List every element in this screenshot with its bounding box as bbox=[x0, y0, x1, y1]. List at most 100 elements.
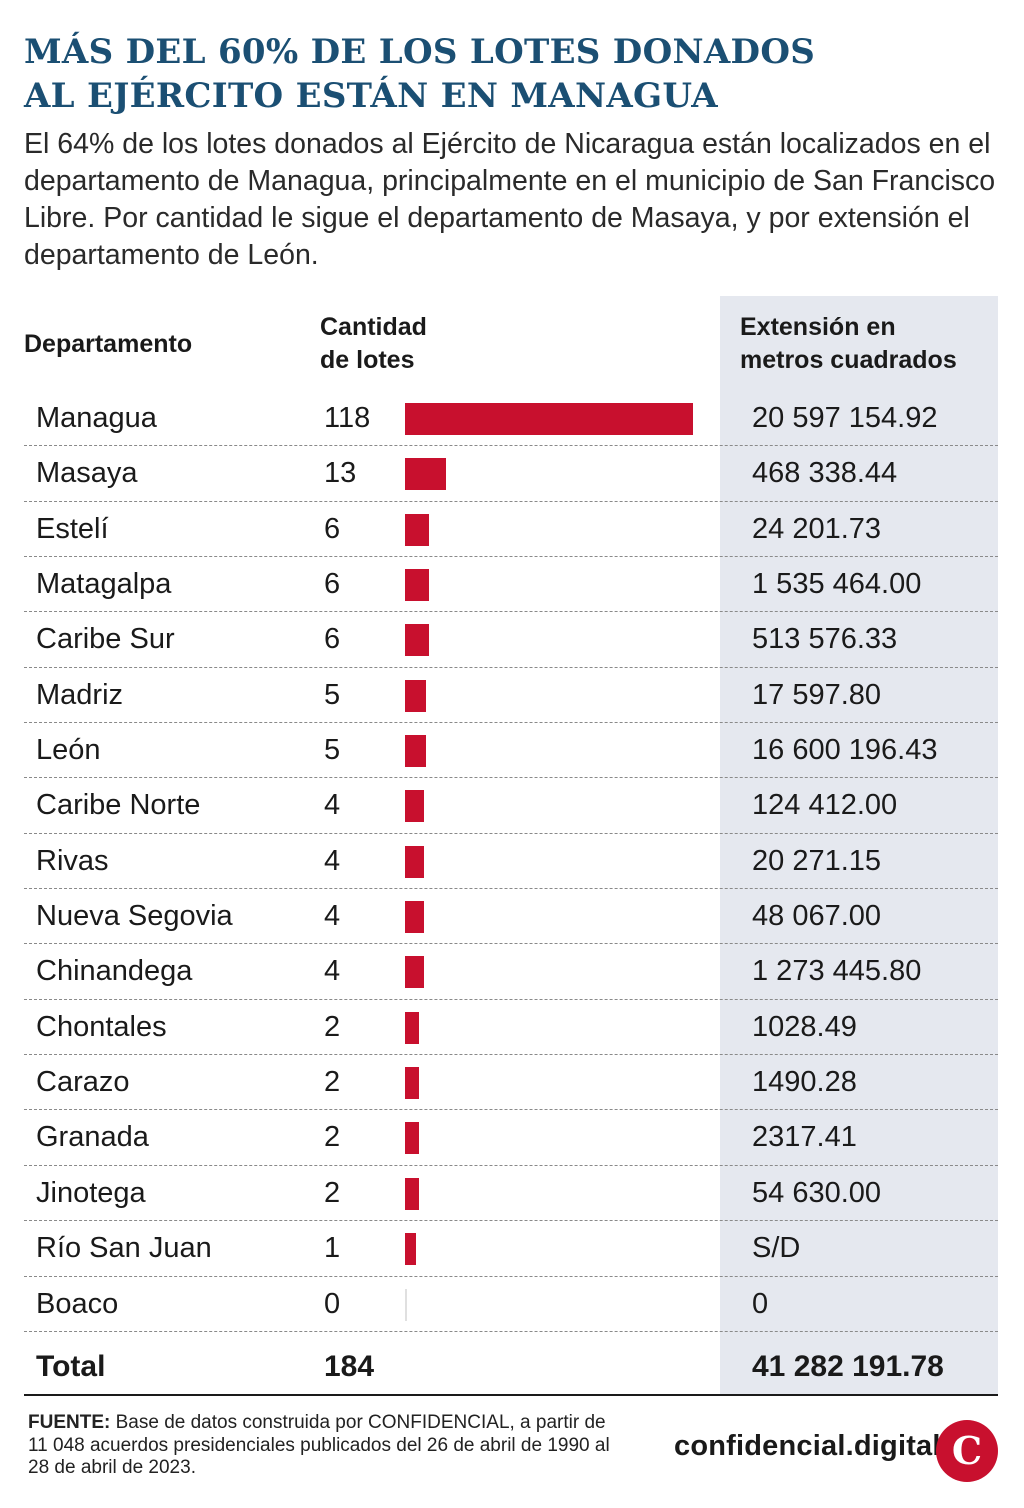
row-bar bbox=[405, 901, 424, 934]
data-table: Managua 118 20 597 154.92 Masaya 13 468 338.4… bbox=[24, 391, 998, 1332]
row-cantidad: 6 bbox=[324, 623, 341, 656]
row-departamento: Río San Juan bbox=[36, 1232, 212, 1265]
total-cantidad: 184 bbox=[324, 1350, 375, 1383]
row-extension: 1 535 464.00 bbox=[752, 568, 922, 601]
row-extension: 0 bbox=[752, 1287, 769, 1320]
table-row: Masaya 13 468 338.44 bbox=[24, 446, 998, 502]
header-cantidad: Cantidad de lotes bbox=[320, 311, 427, 377]
row-departamento: Boaco bbox=[36, 1287, 119, 1320]
row-extension: 17 597.80 bbox=[752, 678, 882, 711]
total-row: Total 184 41 282 191.78 bbox=[24, 1341, 998, 1396]
row-cantidad: 2 bbox=[324, 1010, 341, 1043]
row-extension: 468 338.44 bbox=[752, 457, 898, 490]
row-bar bbox=[405, 1122, 419, 1155]
row-cantidad: 4 bbox=[324, 955, 341, 988]
table-row: Estelí 6 24 201.73 bbox=[24, 502, 998, 558]
row-extension: 54 630.00 bbox=[752, 1176, 882, 1209]
row-departamento: Caribe Sur bbox=[36, 623, 175, 656]
row-cantidad: 13 bbox=[324, 457, 357, 490]
row-departamento: Estelí bbox=[36, 512, 109, 545]
row-extension: S/D bbox=[752, 1232, 801, 1265]
title-line-1: MÁS DEL 60% DE LOS LOTES DONADOS bbox=[24, 32, 816, 72]
row-extension: 1028.49 bbox=[752, 1010, 857, 1043]
row-cantidad: 1 bbox=[324, 1232, 341, 1265]
row-bar bbox=[405, 624, 429, 657]
row-cantidad: 0 bbox=[324, 1287, 341, 1320]
row-bar bbox=[405, 458, 446, 491]
header-cantidad-line-2: de lotes bbox=[320, 346, 415, 374]
row-departamento: Managua bbox=[36, 402, 157, 434]
row-bar bbox=[405, 1288, 407, 1321]
row-extension: 48 067.00 bbox=[752, 900, 882, 933]
row-cantidad: 6 bbox=[324, 568, 341, 601]
row-extension: 2317.41 bbox=[752, 1121, 857, 1154]
table-row: Caribe Norte 4 124 412.00 bbox=[24, 778, 998, 834]
row-extension: 16 600 196.43 bbox=[752, 734, 938, 767]
table-row: Carazo 2 1490.28 bbox=[24, 1055, 998, 1111]
table-row: Rivas 4 20 271.15 bbox=[24, 834, 998, 890]
row-bar bbox=[405, 845, 424, 878]
row-departamento: Nueva Segovia bbox=[36, 900, 233, 933]
row-departamento: Chinandega bbox=[36, 955, 193, 988]
row-departamento: Caribe Norte bbox=[36, 789, 201, 822]
row-departamento: Chontales bbox=[36, 1010, 167, 1043]
confidencial-logo-icon: C bbox=[936, 1420, 998, 1482]
row-bar bbox=[405, 679, 427, 712]
row-bar bbox=[405, 403, 693, 435]
source-note: FUENTE: Base de datos construida por CON… bbox=[28, 1412, 628, 1480]
row-bar bbox=[405, 790, 424, 823]
row-cantidad: 4 bbox=[324, 900, 341, 933]
row-extension: 24 201.73 bbox=[752, 512, 882, 545]
row-extension: 20 597 154.92 bbox=[752, 402, 938, 434]
row-bar bbox=[405, 513, 429, 546]
brand-name: confidencial.digital bbox=[674, 1430, 941, 1462]
row-extension: 20 271.15 bbox=[752, 844, 882, 877]
table-row: León 5 16 600 196.43 bbox=[24, 723, 998, 779]
header-extension-line-1: Extensión en bbox=[740, 313, 896, 341]
header-extension-line-2: metros cuadrados bbox=[740, 346, 957, 374]
row-departamento: Matagalpa bbox=[36, 568, 172, 601]
total-label: Total bbox=[36, 1350, 106, 1383]
row-departamento: Rivas bbox=[36, 844, 109, 877]
source-label: FUENTE: bbox=[28, 1412, 111, 1433]
table-row: Boaco 0 0 bbox=[24, 1277, 998, 1332]
source-text: Base de datos construida por CONFIDENCIA… bbox=[28, 1412, 610, 1478]
row-departamento: Jinotega bbox=[36, 1176, 146, 1209]
row-extension: 513 576.33 bbox=[752, 623, 898, 656]
row-cantidad: 118 bbox=[324, 402, 371, 434]
total-extension: 41 282 191.78 bbox=[752, 1350, 944, 1383]
table-row: Madriz 5 17 597.80 bbox=[24, 668, 998, 724]
row-bar bbox=[405, 1177, 419, 1210]
row-bar bbox=[405, 569, 429, 602]
row-cantidad: 2 bbox=[324, 1121, 341, 1154]
table-row: Caribe Sur 6 513 576.33 bbox=[24, 612, 998, 668]
extension-column-background bbox=[720, 296, 998, 1396]
table-row: Río San Juan 1 S/D bbox=[24, 1221, 998, 1277]
row-departamento: Carazo bbox=[36, 1066, 130, 1099]
table-row: Chontales 2 1028.49 bbox=[24, 1000, 998, 1056]
row-cantidad: 4 bbox=[324, 844, 341, 877]
table-row: Nueva Segovia 4 48 067.00 bbox=[24, 889, 998, 945]
table-row: Managua 118 20 597 154.92 bbox=[24, 391, 998, 447]
chart-title: MÁS DEL 60% DE LOS LOTES DONADOS AL EJÉR… bbox=[24, 30, 1004, 118]
chart-subtitle: El 64% de los lotes donados al Ejército … bbox=[24, 128, 996, 271]
header-departamento: Departamento bbox=[24, 330, 193, 358]
row-cantidad: 2 bbox=[324, 1066, 341, 1099]
row-bar bbox=[405, 956, 424, 989]
row-departamento: Granada bbox=[36, 1121, 149, 1154]
row-cantidad: 6 bbox=[324, 512, 341, 545]
row-cantidad: 5 bbox=[324, 734, 341, 767]
header-extension: Extensión en metros cuadrados bbox=[740, 311, 957, 377]
row-bar bbox=[405, 735, 427, 768]
row-departamento: Masaya bbox=[36, 457, 138, 490]
table-row: Granada 2 2317.41 bbox=[24, 1110, 998, 1166]
row-extension: 1 273 445.80 bbox=[752, 955, 922, 988]
row-extension: 124 412.00 bbox=[752, 789, 898, 822]
row-bar bbox=[405, 1067, 419, 1100]
row-bar bbox=[405, 1233, 417, 1266]
table-row: Jinotega 2 54 630.00 bbox=[24, 1166, 998, 1222]
row-extension: 1490.28 bbox=[752, 1066, 857, 1099]
row-bar bbox=[405, 1011, 419, 1044]
row-departamento: Madriz bbox=[36, 678, 124, 711]
row-cantidad: 4 bbox=[324, 789, 341, 822]
